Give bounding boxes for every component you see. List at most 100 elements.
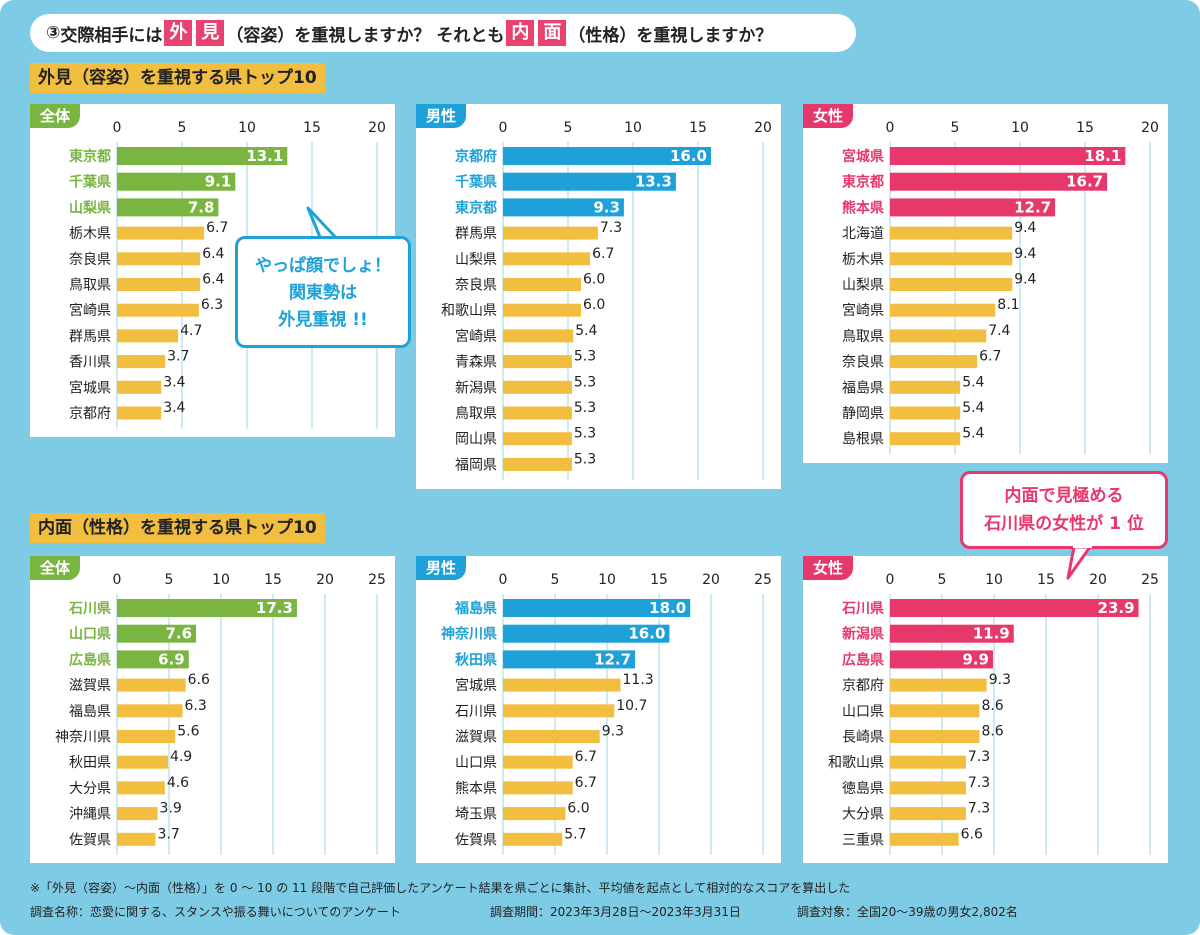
bar bbox=[503, 432, 572, 446]
data-label: 11.9 bbox=[973, 625, 1010, 643]
category-label: 奈良県 bbox=[842, 355, 884, 371]
data-label: 5.3 bbox=[574, 374, 596, 390]
tick-label: 15 bbox=[1076, 120, 1094, 136]
category-label: 埼玉県 bbox=[455, 807, 497, 823]
tab-male: 男性 bbox=[416, 104, 467, 128]
data-label: 5.6 bbox=[177, 724, 199, 740]
chart-personality-all: 0 5 10 15 20 25 石川県 17.3 山口県 7.6 広島県 6.9 滋賀県 6.6 福島県 6.… bbox=[55, 572, 386, 855]
data-label: 9.1 bbox=[205, 173, 232, 191]
tick-label: 10 bbox=[624, 120, 642, 136]
category-label: 新潟県 bbox=[842, 626, 884, 643]
bar bbox=[890, 432, 961, 446]
category-label: 山口県 bbox=[455, 755, 497, 771]
panel-appearance-female: 女性 0 5 10 15 20 宮城県 18.1 東京都 16.7 熊本県 12.7 北海道 9.4 栃木… bbox=[803, 104, 1168, 463]
question-text-1: 交際相手には bbox=[60, 25, 163, 46]
category-label: 静岡県 bbox=[842, 406, 884, 422]
question-banner: ③ 交際相手には 外 見 （容姿）を重視しますか？ それとも 内 面 （性格）を… bbox=[30, 14, 856, 52]
category-label: 山梨県 bbox=[842, 278, 884, 294]
category-label: 奈良県 bbox=[455, 278, 497, 294]
chart-personality-male: 0 5 10 15 20 25 福島県 18.0 神奈川県 16.0 秋田県 12.7 宮城県 11.3 石… bbox=[441, 572, 772, 855]
tick-label: 0 bbox=[499, 120, 508, 136]
tick-label: 10 bbox=[1011, 120, 1029, 136]
category-label: 群馬県 bbox=[455, 226, 497, 242]
bar bbox=[503, 832, 563, 846]
highlight-outer-2: 見 bbox=[196, 20, 225, 46]
category-label: 山梨県 bbox=[69, 199, 111, 216]
data-label: 6.6 bbox=[961, 826, 983, 842]
bar bbox=[503, 624, 670, 643]
bar bbox=[117, 252, 201, 266]
tick-label: 15 bbox=[689, 120, 707, 136]
data-label: 5.3 bbox=[574, 349, 596, 365]
tick-label: 25 bbox=[754, 572, 772, 588]
speech-bubble-kanto: やっぱ顔でしょ！ 関東勢は 外見重視 !! bbox=[235, 236, 411, 348]
bar bbox=[117, 147, 288, 165]
bar bbox=[890, 329, 987, 343]
bar bbox=[503, 730, 600, 743]
data-label: 9.4 bbox=[1014, 272, 1036, 288]
bubble1-line3: 外見重視 !! bbox=[278, 310, 368, 330]
category-label: 香川県 bbox=[69, 355, 111, 371]
data-label: 9.4 bbox=[1014, 246, 1036, 262]
category-label: 宮城県 bbox=[842, 148, 884, 165]
tick-label: 10 bbox=[212, 572, 230, 588]
data-label: 6.0 bbox=[583, 297, 605, 313]
category-label: 東京都 bbox=[842, 174, 884, 191]
bar bbox=[890, 406, 961, 420]
data-label: 5.4 bbox=[962, 400, 984, 416]
bar bbox=[117, 172, 236, 191]
tick-label: 20 bbox=[1141, 120, 1159, 136]
bar bbox=[117, 303, 199, 317]
bar bbox=[117, 624, 197, 643]
bar bbox=[117, 781, 165, 795]
bar bbox=[503, 198, 624, 217]
question-text-3: （性格）を重視しますか？ bbox=[568, 25, 773, 46]
category-label: 佐賀県 bbox=[455, 832, 497, 848]
bar bbox=[890, 678, 987, 692]
bar bbox=[503, 278, 581, 291]
category-label: 青森県 bbox=[455, 355, 497, 371]
bar bbox=[503, 226, 598, 240]
chart-appearance-all: 0 5 10 15 20 東京都 13.1 千葉県 9.1 山梨県 7.8 栃木県 6.7 奈良県 6.4 鳥… bbox=[69, 120, 386, 429]
tab-male: 男性 bbox=[416, 556, 467, 580]
highlight-outer-1: 外 bbox=[164, 20, 193, 46]
category-label: 千葉県 bbox=[69, 174, 111, 191]
category-label: 滋賀県 bbox=[69, 678, 111, 694]
bar bbox=[890, 303, 996, 317]
bar bbox=[503, 147, 711, 165]
data-label: 6.7 bbox=[575, 749, 597, 765]
tab-female: 女性 bbox=[803, 104, 854, 128]
category-label: 広島県 bbox=[69, 651, 111, 668]
bar bbox=[890, 147, 1126, 165]
section-title-appearance: 外見（容姿）を重視する県トップ10 bbox=[30, 63, 325, 93]
data-label: 5.4 bbox=[575, 323, 597, 339]
category-label: 岡山県 bbox=[455, 432, 497, 448]
bar bbox=[890, 730, 980, 743]
data-label: 5.4 bbox=[962, 374, 984, 390]
tick-label: 20 bbox=[316, 572, 334, 588]
category-label: 北海道 bbox=[842, 226, 884, 242]
category-label: 千葉県 bbox=[455, 174, 497, 191]
category-label: 福島県 bbox=[69, 704, 111, 720]
category-label: 鳥取県 bbox=[455, 406, 497, 422]
panel-appearance-male: 男性 0 5 10 15 20 京都府 16.0 千葉県 13.3 東京都 9.3 群馬県 7.3 山梨県… bbox=[416, 104, 781, 489]
data-label: 4.7 bbox=[180, 323, 202, 339]
bar bbox=[890, 278, 1013, 291]
bar bbox=[890, 807, 966, 821]
data-label: 3.4 bbox=[163, 400, 185, 416]
category-label: 大分県 bbox=[69, 781, 111, 797]
bar bbox=[117, 807, 158, 821]
speech-bubble-ishikawa: 内面で見極める 石川県の女性が 1 位 bbox=[960, 471, 1168, 549]
bar bbox=[503, 355, 572, 369]
bar bbox=[117, 226, 205, 240]
data-label: 5.4 bbox=[962, 426, 984, 442]
bar bbox=[890, 355, 978, 369]
question-text-2: （容姿）を重視しますか？ それとも bbox=[226, 25, 505, 46]
data-label: 11.3 bbox=[623, 672, 654, 688]
panel-personality-female: 女性 0 5 10 15 20 25 石川県 23.9 新潟県 11.9 広島県 9.9 京都府 9.3 山… bbox=[803, 556, 1168, 863]
tick-label: 20 bbox=[754, 120, 772, 136]
category-label: 宮崎県 bbox=[455, 329, 497, 345]
category-label: 京都府 bbox=[69, 406, 111, 422]
category-label: 栃木県 bbox=[842, 252, 884, 268]
